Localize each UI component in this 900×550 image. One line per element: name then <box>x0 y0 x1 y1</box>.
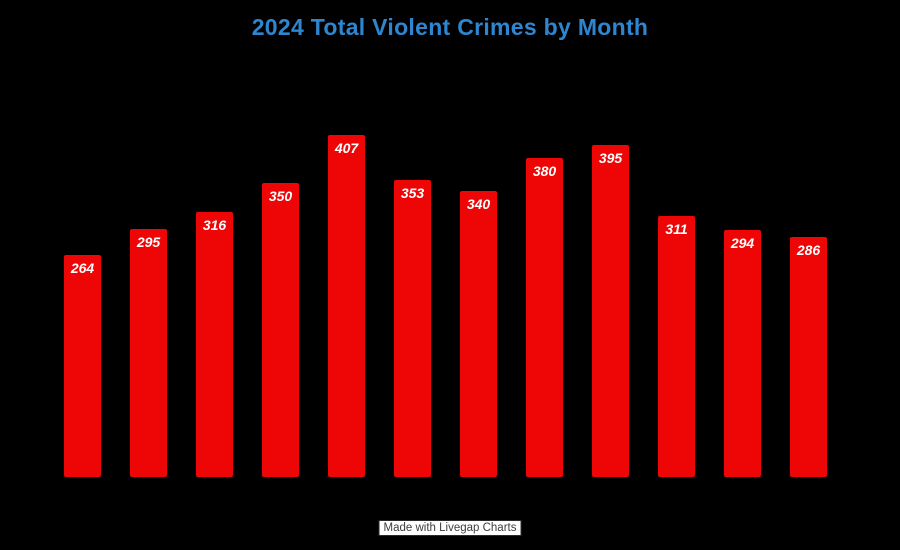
bar-value-label: 407 <box>334 140 359 156</box>
bar-value-label: 311 <box>665 221 688 237</box>
bar-9: 395 <box>592 145 629 477</box>
bar-5: 407 <box>328 135 365 477</box>
bar-4: 350 <box>262 183 299 477</box>
bar-2: 295 <box>130 229 167 477</box>
bar-value-label: 286 <box>796 242 821 258</box>
bar-11: 294 <box>724 230 761 477</box>
bar-value-label: 395 <box>598 150 623 166</box>
bar-7: 340 <box>460 191 497 477</box>
bar-value-label: 380 <box>532 163 557 179</box>
bar-value-label: 340 <box>466 196 491 212</box>
bar-6: 353 <box>394 180 431 477</box>
watermark-label: Made with Livegap Charts <box>378 520 522 536</box>
bar-value-label: 353 <box>400 185 425 201</box>
bar-value-label: 350 <box>268 188 293 204</box>
chart-title: 2024 Total Violent Crimes by Month <box>251 14 649 40</box>
bar-value-label: 264 <box>70 260 95 276</box>
bar-10: 311 <box>658 216 695 477</box>
bar-3: 316 <box>196 212 233 477</box>
bar-12: 286 <box>790 237 827 477</box>
bar-value-label: 316 <box>202 217 227 233</box>
bar-value-label: 295 <box>136 234 161 250</box>
bar-value-label: 294 <box>730 235 755 251</box>
bar-1: 264 <box>64 255 101 477</box>
bar-8: 380 <box>526 158 563 477</box>
